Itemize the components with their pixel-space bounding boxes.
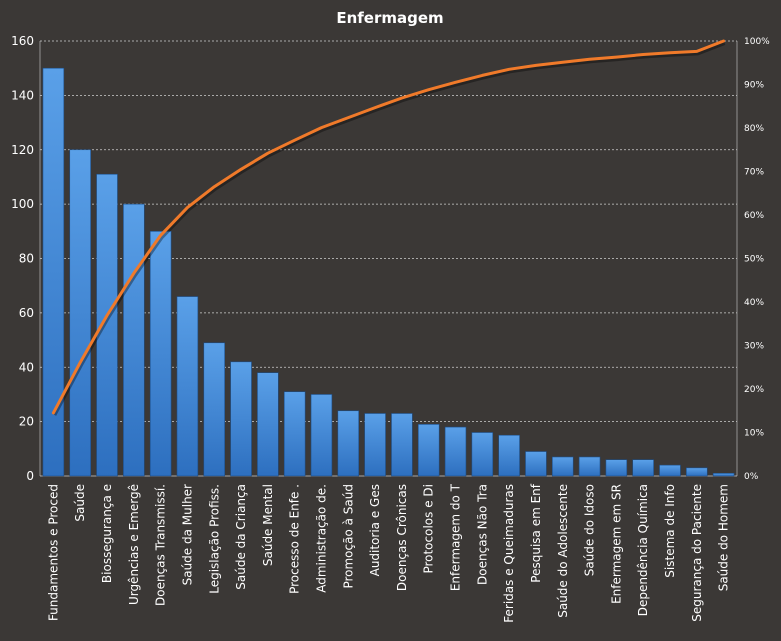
y-tick-label: 40 [19, 360, 34, 374]
y2-tick-label: 90% [744, 81, 764, 91]
bar [42, 67, 65, 477]
category-label: Saúde do Adolescente [556, 484, 570, 618]
x-axis-categories: Fundamentos e Proced Saúde Biossegurança e… [46, 483, 730, 622]
y2-tick-label: 70% [744, 168, 764, 178]
y-tick-label: 60 [19, 306, 34, 320]
category-label: Sistema de Info [663, 484, 677, 578]
y2-tick-label: 100% [744, 37, 770, 47]
category-label: Enfermagem do T [449, 483, 463, 591]
bar [686, 467, 708, 477]
bar [176, 296, 199, 477]
cumulative-line [51, 39, 726, 416]
cumulative-line-shadow [52, 41, 726, 416]
category-label: Doenças Transmissí. [154, 484, 168, 606]
category-label: Protocolos e Di [422, 484, 436, 574]
category-label: Promoção à Saúd [341, 484, 355, 589]
category-label: Segurança do Paciente [690, 484, 704, 622]
cumulative-line-path [51, 39, 726, 415]
y2-tick-label: 30% [744, 342, 764, 352]
y-tick-label: 140 [11, 88, 34, 102]
category-label: Saúde do Homem [717, 484, 731, 591]
bar [578, 456, 601, 477]
category-label: Feridas e Queimaduras [502, 484, 516, 623]
bar [659, 464, 681, 477]
bar [203, 342, 226, 477]
bar [632, 459, 654, 477]
bar [712, 472, 735, 477]
y-tick-label: 100 [11, 197, 34, 211]
category-label: Legislação Profiss. [207, 484, 221, 594]
bar [391, 413, 413, 477]
category-label: Doenças Crônicas [395, 484, 409, 591]
category-label: Saúde [73, 484, 87, 522]
bar [257, 372, 279, 477]
category-label: Urgências e Emergê [127, 484, 141, 605]
bar [69, 149, 91, 477]
bars [42, 67, 735, 477]
bar [149, 231, 172, 477]
bar [525, 451, 547, 477]
category-label: Biossegurança e [100, 484, 114, 583]
bar [283, 391, 306, 477]
category-label: Saúde da Mulher [180, 484, 194, 585]
category-label: Doenças Não Tra [475, 484, 489, 585]
bar [364, 413, 386, 477]
bar [123, 203, 145, 477]
y-tick-label: 160 [11, 34, 34, 48]
category-label: Dependência Química [636, 484, 650, 616]
y2-tick-label: 10% [744, 429, 764, 439]
bar [444, 426, 467, 477]
y2-tick-label: 0% [744, 472, 759, 482]
category-label: Administração de. [314, 484, 328, 593]
category-label: Saúde Mental [261, 484, 275, 566]
y-tick-label: 120 [11, 143, 34, 157]
y2-tick-label: 60% [744, 211, 764, 221]
bar [498, 434, 520, 477]
category-label: Pesquisa em Enf [529, 483, 543, 582]
y-axis-right: 0% 10% 20% 30% 40% 50% 60% 70% 80% 90% 100% [736, 37, 770, 482]
y-tick-label: 20 [19, 415, 34, 429]
bar [605, 459, 628, 477]
bar [96, 173, 118, 477]
y2-tick-label: 50% [744, 255, 764, 265]
bar [310, 394, 333, 477]
bar [551, 456, 574, 477]
y-tick-label: 80 [19, 252, 34, 266]
bar [337, 410, 360, 477]
y-axis-left: 0 20 40 60 80 100 120 140 160 [11, 34, 41, 483]
category-label: Enfermagem em SR [609, 484, 623, 604]
category-label: Saúde do Idoso [583, 484, 597, 576]
category-label: Saúde da Criança [234, 484, 248, 590]
category-label: Auditoria e Ges [368, 484, 382, 576]
bar [471, 432, 494, 477]
y2-tick-label: 80% [744, 124, 764, 134]
y2-tick-label: 40% [744, 298, 764, 308]
chart-title: Enfermagem [336, 9, 443, 27]
y2-tick-label: 20% [744, 385, 764, 395]
bar [417, 424, 440, 477]
category-label: Processo de Enfe . [288, 484, 302, 594]
bar [230, 361, 252, 477]
category-label: Fundamentos e Proced [46, 484, 60, 621]
y-tick-label: 0 [26, 469, 34, 483]
